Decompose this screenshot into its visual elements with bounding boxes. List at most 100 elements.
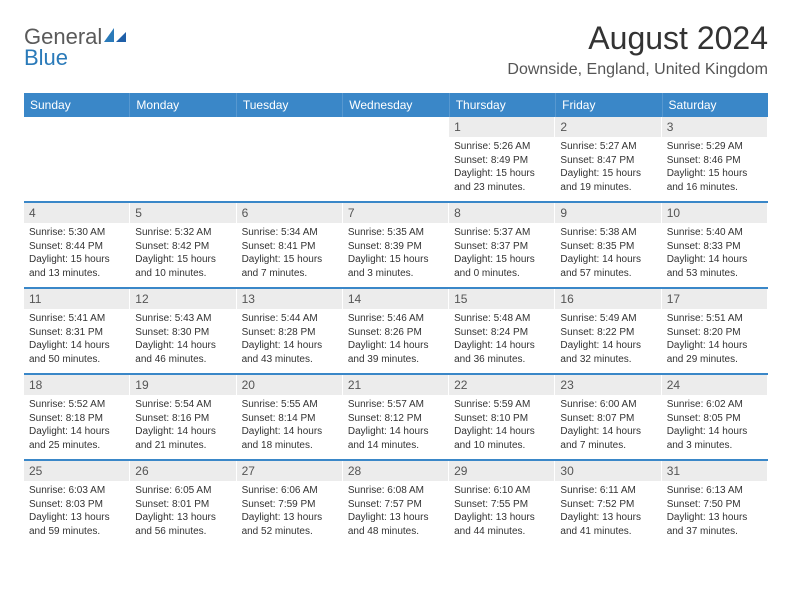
cell-line: Sunset: 8:33 PM — [667, 240, 762, 254]
cell-line: Sunrise: 5:48 AM — [454, 312, 549, 326]
calendar-cell: 24Sunrise: 6:02 AMSunset: 8:05 PMDayligh… — [662, 375, 768, 459]
date-number — [130, 117, 235, 121]
cell-line: Daylight: 15 hours and 10 minutes. — [135, 253, 230, 280]
cell-line: Sunrise: 6:05 AM — [135, 484, 230, 498]
cell-line: Sunrise: 5:38 AM — [560, 226, 655, 240]
cell-line: Sunset: 8:44 PM — [29, 240, 124, 254]
logo-word2: Blue — [24, 48, 128, 69]
calendar-cell: 30Sunrise: 6:11 AMSunset: 7:52 PMDayligh… — [555, 461, 661, 545]
calendar-cell: 19Sunrise: 5:54 AMSunset: 8:16 PMDayligh… — [130, 375, 236, 459]
date-number: 17 — [662, 289, 767, 309]
cell-line: Sunset: 8:26 PM — [348, 326, 443, 340]
page-title: August 2024 — [507, 20, 768, 57]
cell-line: Daylight: 14 hours and 10 minutes. — [454, 425, 549, 452]
date-number: 22 — [449, 375, 554, 395]
cell-line: Sunrise: 6:06 AM — [242, 484, 337, 498]
cell-line: Sunrise: 5:41 AM — [29, 312, 124, 326]
cell-line: Sunrise: 5:46 AM — [348, 312, 443, 326]
cell-line: Sunset: 8:46 PM — [667, 154, 762, 168]
calendar-cell: 23Sunrise: 6:00 AMSunset: 8:07 PMDayligh… — [555, 375, 661, 459]
date-number: 30 — [555, 461, 660, 481]
date-number: 7 — [343, 203, 448, 223]
date-number — [237, 117, 342, 121]
week-row: 25Sunrise: 6:03 AMSunset: 8:03 PMDayligh… — [24, 461, 768, 545]
cell-line: Daylight: 14 hours and 53 minutes. — [667, 253, 762, 280]
calendar-cell: 27Sunrise: 6:06 AMSunset: 7:59 PMDayligh… — [237, 461, 343, 545]
cell-line: Sunset: 7:52 PM — [560, 498, 655, 512]
week-row: 11Sunrise: 5:41 AMSunset: 8:31 PMDayligh… — [24, 289, 768, 375]
cell-line: Sunset: 8:01 PM — [135, 498, 230, 512]
calendar-cell: 12Sunrise: 5:43 AMSunset: 8:30 PMDayligh… — [130, 289, 236, 373]
cell-line: Sunset: 8:24 PM — [454, 326, 549, 340]
day-name: Sunday — [24, 93, 130, 117]
cell-line: Sunset: 8:49 PM — [454, 154, 549, 168]
day-name: Tuesday — [237, 93, 343, 117]
date-number: 3 — [662, 117, 767, 137]
date-number: 9 — [555, 203, 660, 223]
date-number: 4 — [24, 203, 129, 223]
calendar-cell: 1Sunrise: 5:26 AMSunset: 8:49 PMDaylight… — [449, 117, 555, 201]
date-number: 8 — [449, 203, 554, 223]
cell-line: Sunset: 8:42 PM — [135, 240, 230, 254]
date-number: 1 — [449, 117, 554, 137]
date-number: 14 — [343, 289, 448, 309]
cell-line: Daylight: 14 hours and 32 minutes. — [560, 339, 655, 366]
date-number: 21 — [343, 375, 448, 395]
day-name: Friday — [556, 93, 662, 117]
logo-sail-icon — [102, 26, 128, 48]
cell-line: Sunrise: 5:30 AM — [29, 226, 124, 240]
calendar-cell: 9Sunrise: 5:38 AMSunset: 8:35 PMDaylight… — [555, 203, 661, 287]
cell-line: Daylight: 14 hours and 43 minutes. — [242, 339, 337, 366]
cell-line: Sunrise: 5:54 AM — [135, 398, 230, 412]
cell-line: Sunrise: 5:26 AM — [454, 140, 549, 154]
date-number: 20 — [237, 375, 342, 395]
cell-line: Sunset: 8:10 PM — [454, 412, 549, 426]
cell-line: Daylight: 14 hours and 3 minutes. — [667, 425, 762, 452]
cell-line: Sunrise: 5:57 AM — [348, 398, 443, 412]
day-names-row: SundayMondayTuesdayWednesdayThursdayFrid… — [24, 93, 768, 117]
logo-text: General Blue — [24, 26, 128, 69]
cell-line: Sunrise: 6:00 AM — [560, 398, 655, 412]
calendar-cell: 8Sunrise: 5:37 AMSunset: 8:37 PMDaylight… — [449, 203, 555, 287]
cell-line: Sunset: 8:22 PM — [560, 326, 655, 340]
cell-line: Daylight: 13 hours and 37 minutes. — [667, 511, 762, 538]
date-number — [343, 117, 448, 121]
cell-line: Daylight: 14 hours and 29 minutes. — [667, 339, 762, 366]
cell-line: Sunrise: 5:51 AM — [667, 312, 762, 326]
date-number: 6 — [237, 203, 342, 223]
cell-line: Daylight: 14 hours and 36 minutes. — [454, 339, 549, 366]
cell-line: Daylight: 14 hours and 7 minutes. — [560, 425, 655, 452]
location-text: Downside, England, United Kingdom — [507, 61, 768, 79]
cell-line: Sunset: 8:30 PM — [135, 326, 230, 340]
date-number: 10 — [662, 203, 767, 223]
day-name: Thursday — [450, 93, 556, 117]
cell-line: Daylight: 14 hours and 18 minutes. — [242, 425, 337, 452]
cell-line: Daylight: 15 hours and 16 minutes. — [667, 167, 762, 194]
calendar-cell: 28Sunrise: 6:08 AMSunset: 7:57 PMDayligh… — [343, 461, 449, 545]
cell-line: Sunrise: 5:34 AM — [242, 226, 337, 240]
date-number — [24, 117, 129, 121]
header: General Blue August 2024 Downside, Engla… — [24, 20, 768, 79]
cell-line: Daylight: 13 hours and 48 minutes. — [348, 511, 443, 538]
day-name: Wednesday — [343, 93, 449, 117]
cell-line: Sunrise: 5:27 AM — [560, 140, 655, 154]
calendar-cell — [130, 117, 236, 201]
calendar-cell: 26Sunrise: 6:05 AMSunset: 8:01 PMDayligh… — [130, 461, 236, 545]
cell-line: Daylight: 15 hours and 7 minutes. — [242, 253, 337, 280]
date-number: 27 — [237, 461, 342, 481]
cell-line: Sunrise: 6:10 AM — [454, 484, 549, 498]
cell-line: Sunset: 8:39 PM — [348, 240, 443, 254]
cell-line: Daylight: 15 hours and 13 minutes. — [29, 253, 124, 280]
cell-line: Sunrise: 5:55 AM — [242, 398, 337, 412]
week-row: 18Sunrise: 5:52 AMSunset: 8:18 PMDayligh… — [24, 375, 768, 461]
date-number: 24 — [662, 375, 767, 395]
date-number: 19 — [130, 375, 235, 395]
calendar-cell: 7Sunrise: 5:35 AMSunset: 8:39 PMDaylight… — [343, 203, 449, 287]
date-number: 29 — [449, 461, 554, 481]
cell-line: Sunset: 7:55 PM — [454, 498, 549, 512]
calendar: SundayMondayTuesdayWednesdayThursdayFrid… — [24, 93, 768, 545]
cell-line: Daylight: 14 hours and 14 minutes. — [348, 425, 443, 452]
logo: General Blue — [24, 26, 128, 69]
calendar-cell — [237, 117, 343, 201]
cell-line: Daylight: 13 hours and 41 minutes. — [560, 511, 655, 538]
